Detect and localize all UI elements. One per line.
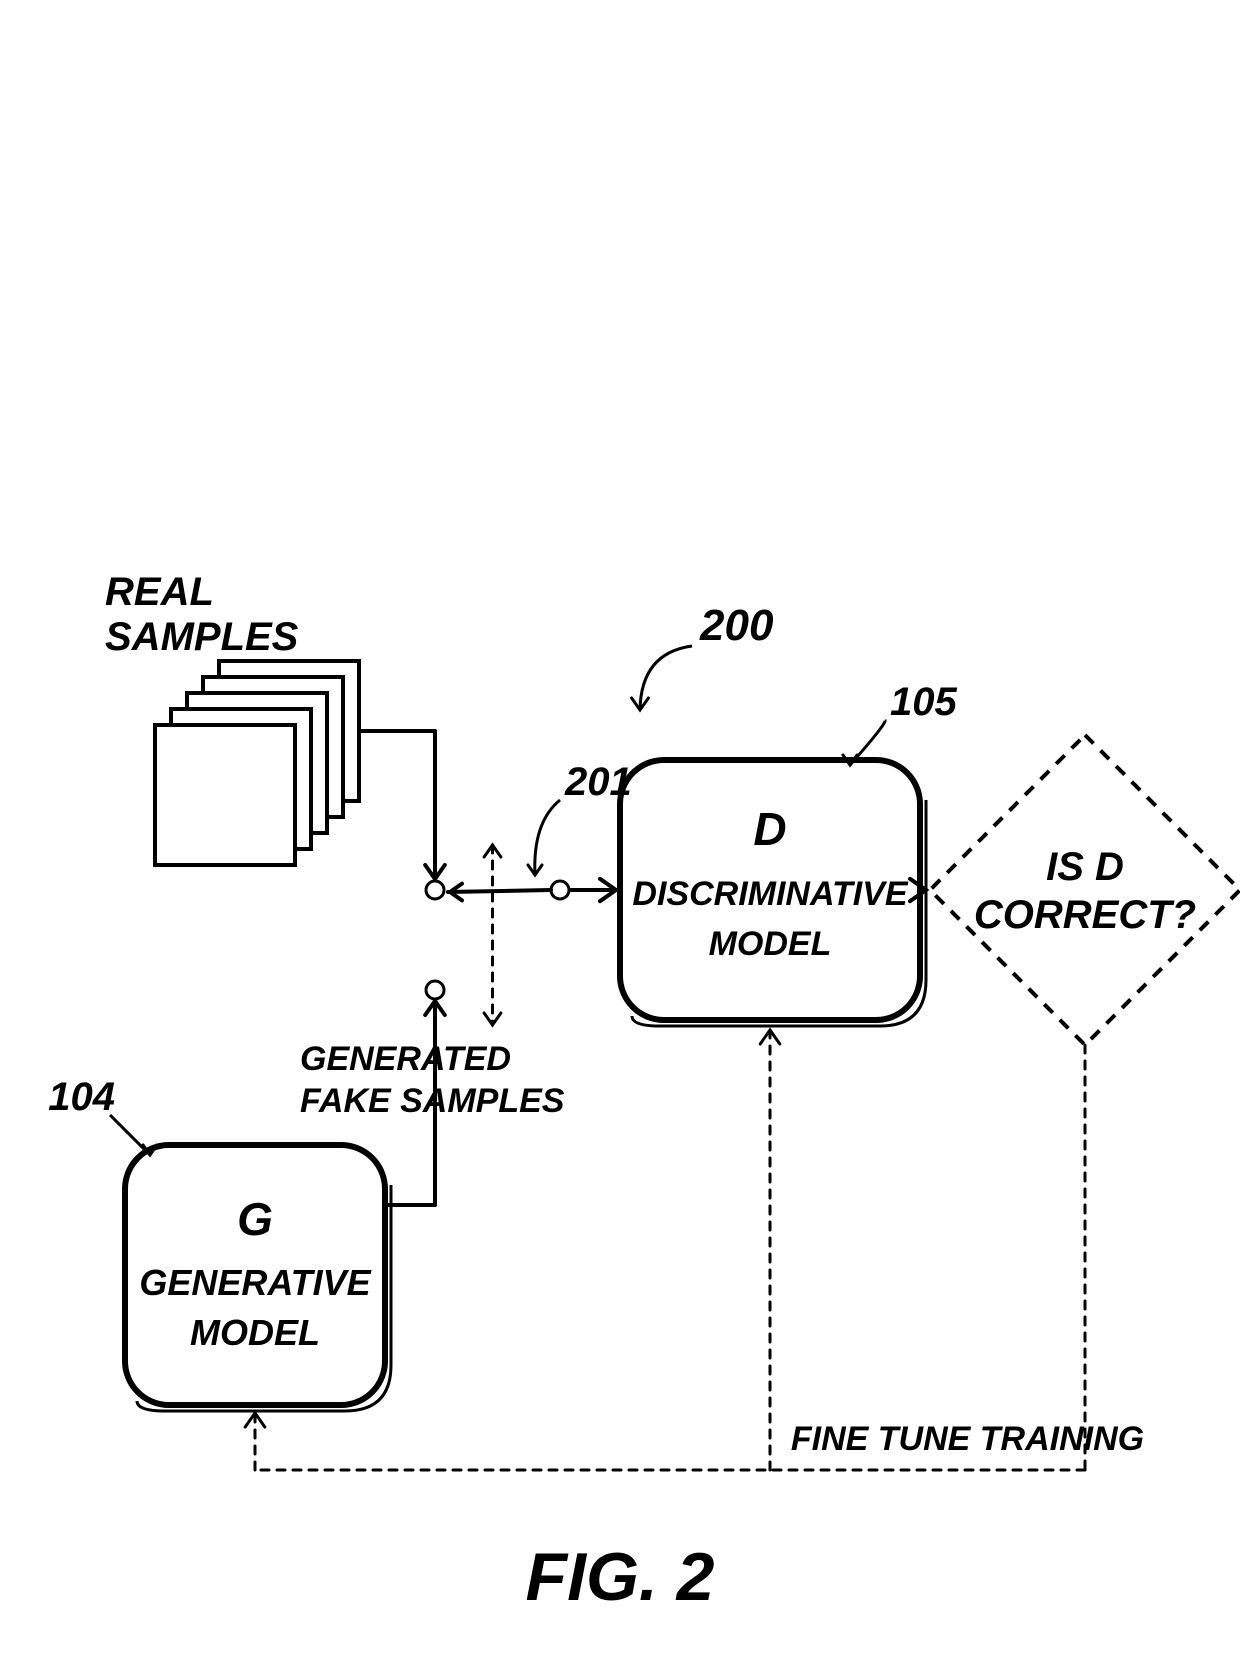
svg-text:CORRECT?: CORRECT?: [974, 893, 1196, 937]
svg-text:201: 201: [564, 760, 632, 804]
real-samples: [155, 661, 359, 865]
svg-text:SAMPLES: SAMPLES: [105, 615, 299, 659]
svg-text:IS D: IS D: [1046, 845, 1124, 889]
real-samples-label: REAL: [105, 570, 214, 614]
svg-text:GENERATED: GENERATED: [300, 1040, 511, 1078]
svg-text:DISCRIMINATIVE: DISCRIMINATIVE: [632, 875, 908, 913]
decision-diamond: [930, 735, 1240, 1045]
fine-tune-label: FINE TUNE TRAINING: [791, 1420, 1144, 1458]
svg-text:MODEL: MODEL: [709, 925, 832, 963]
svg-text:FAKE SAMPLES: FAKE SAMPLES: [300, 1082, 565, 1120]
svg-text:D: D: [753, 803, 786, 855]
svg-text:105: 105: [890, 680, 957, 724]
diagram-ref: 200: [699, 601, 774, 650]
diagram: REALSAMPLES G GENERATIVE MODEL 104 GENERATED F…: [48, 570, 1240, 1615]
figure-caption: FIG. 2: [526, 1539, 715, 1615]
svg-text:GENERATIVE: GENERATIVE: [139, 1262, 371, 1303]
svg-text:G: G: [237, 1193, 273, 1245]
svg-text:MODEL: MODEL: [190, 1312, 320, 1353]
svg-text:104: 104: [48, 1075, 115, 1119]
